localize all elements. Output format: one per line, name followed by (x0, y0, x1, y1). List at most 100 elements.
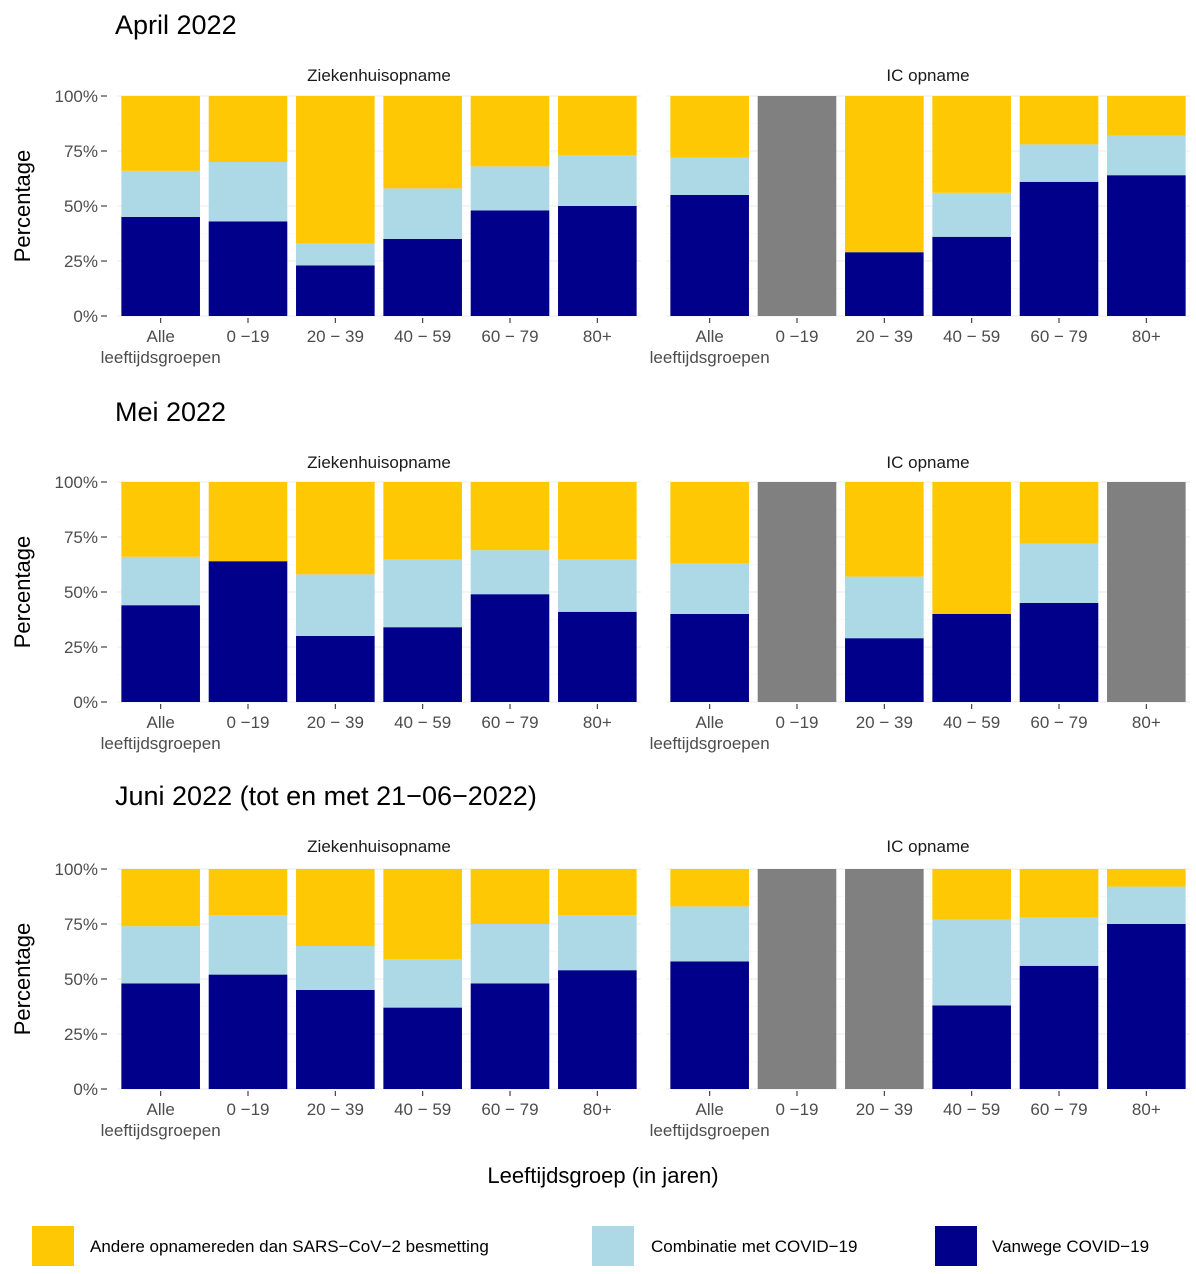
bar-combinatie-covid (208, 915, 288, 975)
bar-vanwege-covid (208, 561, 288, 702)
facet-strip-label: IC opname (886, 837, 969, 856)
x-tick-label: 0 −19 (775, 327, 818, 346)
bar-andere-opnamereden (208, 482, 288, 562)
facet-strip-label: Ziekenhuisopname (307, 837, 451, 856)
x-tick-label: 80+ (583, 713, 612, 732)
x-tick-label: 40 − 59 (943, 327, 1000, 346)
bar-vanwege-covid (670, 961, 749, 1089)
bar-vanwege-covid (845, 638, 924, 702)
x-tick-label: 60 − 79 (481, 327, 538, 346)
bar-vanwege-covid (296, 636, 375, 702)
bar-vanwege-covid (470, 594, 550, 702)
y-tick-label: 100% (55, 473, 98, 492)
bar-missing (845, 869, 924, 1089)
bar-combinatie-covid (932, 192, 1011, 237)
bar-andere-opnamereden (845, 96, 924, 253)
bar-andere-opnamereden (670, 869, 749, 907)
x-tick-label: 60 − 79 (481, 1100, 538, 1119)
bar-vanwege-covid (1019, 181, 1099, 316)
bar-vanwege-covid (932, 1005, 1011, 1089)
bar-andere-opnamereden (1107, 869, 1186, 887)
y-tick-label: 50% (64, 197, 98, 216)
x-tick-label: 20 − 39 (856, 327, 913, 346)
bar-combinatie-covid (296, 243, 375, 266)
legend-key (592, 1226, 634, 1266)
bar-vanwege-covid (932, 614, 1011, 702)
bar-combinatie-covid (670, 157, 749, 195)
x-tick-label: 40 − 59 (394, 327, 451, 346)
bar-andere-opnamereden (121, 482, 200, 557)
bar-andere-opnamereden (932, 482, 1011, 614)
bar-andere-opnamereden (296, 869, 375, 946)
x-tick-label: 0 −19 (775, 713, 818, 732)
bar-vanwege-covid (121, 605, 200, 702)
bar-vanwege-covid (1107, 175, 1186, 316)
x-tick-label: 20 − 39 (307, 1100, 364, 1119)
legend-label: Andere opnamereden dan SARS−CoV−2 besmet… (90, 1237, 489, 1256)
bar-andere-opnamereden (670, 482, 749, 564)
bar-andere-opnamereden (470, 482, 550, 551)
x-tick-label: 60 − 79 (481, 713, 538, 732)
y-tick-label: 100% (55, 860, 98, 879)
x-tick-label: 60 − 79 (1030, 1100, 1087, 1119)
x-tick-label: 40 − 59 (943, 713, 1000, 732)
y-tick-label: 100% (55, 87, 98, 106)
bar-combinatie-covid (932, 919, 1011, 1006)
bar-andere-opnamereden (1019, 482, 1099, 544)
y-tick-label: 0% (73, 1080, 98, 1099)
y-tick-label: 0% (73, 693, 98, 712)
x-axis-title: Leeftijdsgroep (in jaren) (487, 1163, 718, 1188)
bar-vanwege-covid (845, 252, 924, 316)
bar-vanwege-covid (558, 611, 637, 702)
bar-combinatie-covid (1019, 144, 1099, 182)
bar-andere-opnamereden (208, 869, 288, 916)
bar-combinatie-covid (670, 906, 749, 962)
facet-strip-label: IC opname (886, 66, 969, 85)
bar-vanwege-covid (383, 1007, 462, 1089)
x-tick-label: 0 −19 (226, 1100, 269, 1119)
y-tick-label: 0% (73, 307, 98, 326)
bar-vanwege-covid (383, 627, 462, 702)
bar-combinatie-covid (383, 959, 462, 1008)
bar-combinatie-covid (470, 166, 550, 211)
bar-vanwege-covid (296, 990, 375, 1089)
bar-vanwege-covid (470, 983, 550, 1089)
bar-missing (1107, 482, 1186, 702)
x-tick-label: Alle leeftijdsgroepen (101, 713, 221, 753)
bar-combinatie-covid (845, 576, 924, 639)
bar-combinatie-covid (1107, 135, 1186, 176)
y-axis-title: Percentage (10, 536, 35, 649)
bar-combinatie-covid (558, 559, 637, 612)
y-tick-label: 75% (64, 142, 98, 161)
bar-combinatie-covid (558, 155, 637, 206)
bar-andere-opnamereden (558, 96, 637, 156)
x-tick-label: Alle leeftijdsgroepen (650, 713, 770, 753)
x-tick-label: 20 − 39 (856, 1100, 913, 1119)
facet-strip-label: IC opname (886, 453, 969, 472)
bar-andere-opnamereden (208, 96, 288, 162)
bar-vanwege-covid (383, 239, 462, 316)
x-tick-label: Alle leeftijdsgroepen (650, 1100, 770, 1140)
bar-vanwege-covid (558, 970, 637, 1089)
bar-combinatie-covid (296, 946, 375, 990)
bar-vanwege-covid (932, 236, 1011, 316)
y-tick-label: 50% (64, 970, 98, 989)
y-tick-label: 75% (64, 528, 98, 547)
x-tick-label: 60 − 79 (1030, 713, 1087, 732)
bar-andere-opnamereden (383, 96, 462, 189)
x-tick-label: 80+ (583, 327, 612, 346)
bar-combinatie-covid (383, 188, 462, 239)
legend-key (32, 1226, 74, 1266)
x-tick-label: 0 −19 (775, 1100, 818, 1119)
x-tick-label: 40 − 59 (394, 1100, 451, 1119)
bar-andere-opnamereden (383, 869, 462, 960)
bar-andere-opnamereden (121, 869, 200, 927)
bar-vanwege-covid (296, 265, 375, 316)
bar-andere-opnamereden (296, 482, 375, 575)
bar-vanwege-covid (670, 195, 749, 316)
bar-combinatie-covid (470, 550, 550, 595)
x-tick-label: 80+ (1132, 327, 1161, 346)
bar-combinatie-covid (670, 563, 749, 614)
bar-andere-opnamereden (470, 869, 550, 924)
bar-andere-opnamereden (121, 96, 200, 171)
